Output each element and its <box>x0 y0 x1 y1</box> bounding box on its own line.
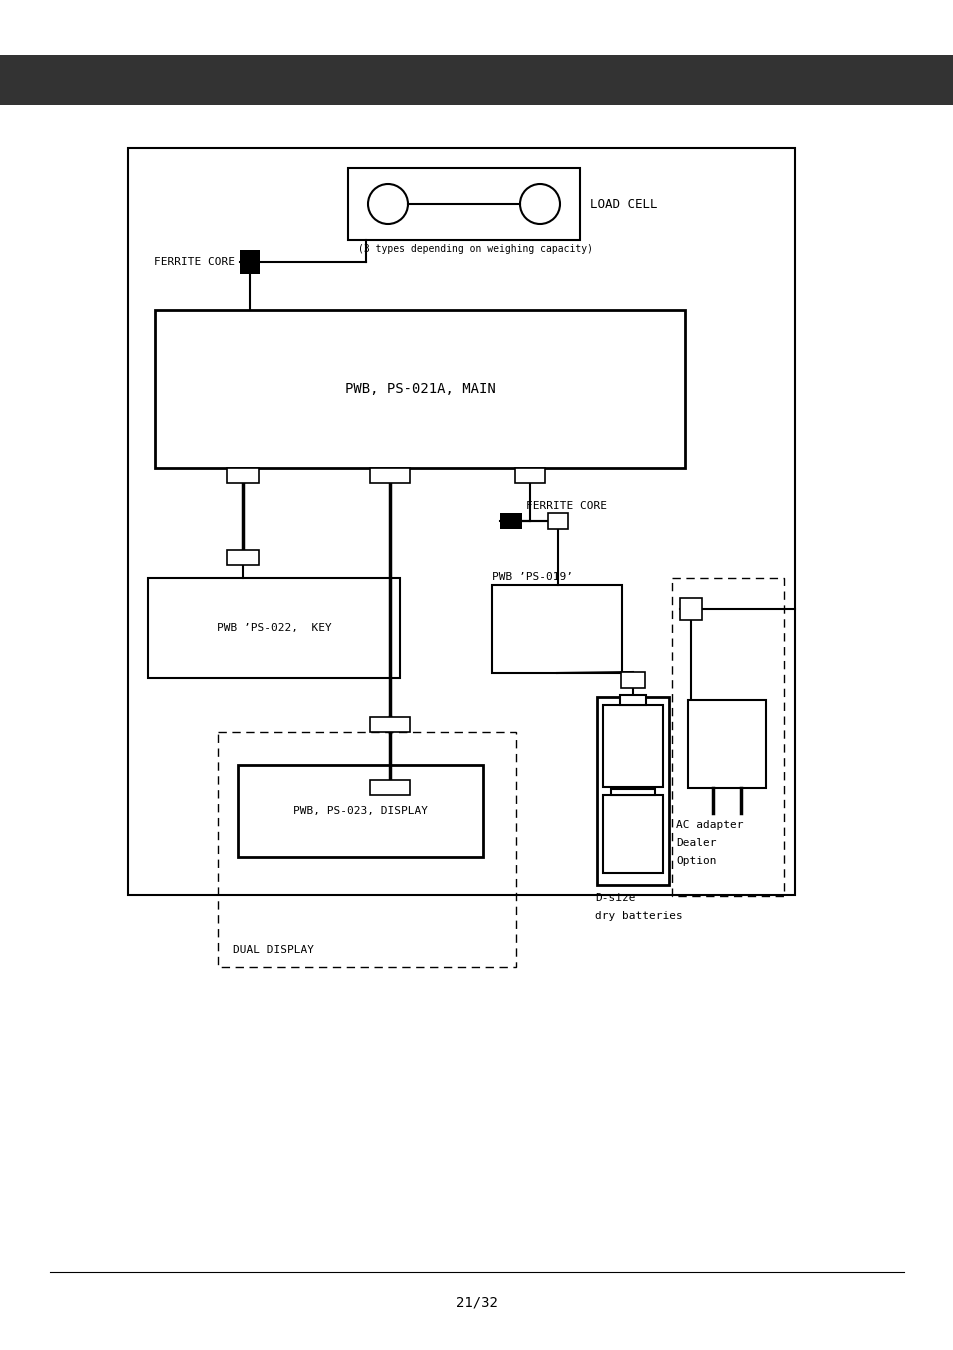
Text: PWB ’PS-019’: PWB ’PS-019’ <box>492 572 573 582</box>
Bar <box>148 578 399 678</box>
Bar <box>679 598 701 620</box>
Bar <box>547 513 567 529</box>
Bar <box>610 788 655 795</box>
Bar <box>154 310 684 468</box>
Bar <box>0 55 953 105</box>
Text: D-size: D-size <box>595 892 635 903</box>
Bar <box>227 549 258 566</box>
Text: 21/32: 21/32 <box>456 1295 497 1309</box>
Bar <box>218 732 516 967</box>
Bar <box>671 578 783 896</box>
Bar <box>602 795 662 873</box>
Text: PWB, PS-023, DISPLAY: PWB, PS-023, DISPLAY <box>293 806 428 815</box>
Bar <box>370 717 410 732</box>
Text: PWB ’PS-022,  KEY: PWB ’PS-022, KEY <box>216 622 331 633</box>
Text: FERRITE CORE: FERRITE CORE <box>153 256 234 267</box>
Bar <box>370 780 410 795</box>
Text: Option: Option <box>676 856 716 865</box>
Bar <box>515 468 544 483</box>
Bar <box>620 672 644 688</box>
Text: (3 types depending on weighing capacity): (3 types depending on weighing capacity) <box>357 244 593 254</box>
Bar <box>237 765 482 857</box>
Bar <box>619 695 645 705</box>
Bar <box>348 167 579 240</box>
Text: AC adapter: AC adapter <box>676 819 742 830</box>
Bar <box>499 513 521 529</box>
Bar <box>602 705 662 787</box>
Bar <box>597 697 668 886</box>
Bar <box>227 468 258 483</box>
Text: Dealer: Dealer <box>676 838 716 848</box>
Bar <box>370 468 410 483</box>
Text: PWB, PS-021A, MAIN: PWB, PS-021A, MAIN <box>344 382 495 396</box>
Text: DUAL DISPLAY: DUAL DISPLAY <box>233 945 314 954</box>
Bar <box>687 701 765 788</box>
Text: dry batteries: dry batteries <box>595 911 682 921</box>
Text: LOAD CELL: LOAD CELL <box>589 197 657 211</box>
Bar <box>492 585 621 674</box>
Bar <box>240 250 260 274</box>
Bar <box>128 148 794 895</box>
Text: FERRITE CORE: FERRITE CORE <box>525 501 606 512</box>
